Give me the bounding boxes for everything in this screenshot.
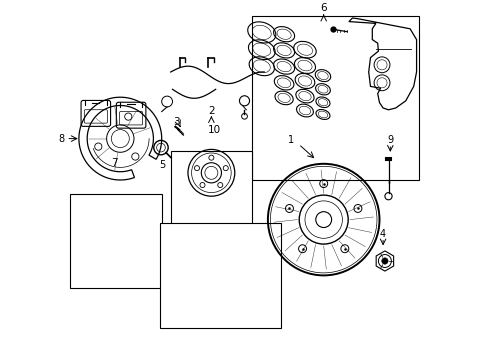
Bar	[160, 223, 280, 328]
Circle shape	[381, 258, 387, 264]
Bar	[170, 151, 251, 245]
Text: 5: 5	[159, 160, 165, 170]
Text: 9: 9	[386, 135, 392, 145]
Bar	[70, 194, 162, 288]
Text: 10: 10	[207, 125, 220, 135]
Text: 2: 2	[207, 105, 214, 116]
Text: 7: 7	[111, 158, 118, 168]
Bar	[251, 16, 418, 180]
Text: 1: 1	[287, 135, 294, 145]
Text: 4: 4	[379, 229, 386, 239]
Text: 3: 3	[172, 117, 179, 127]
Text: 6: 6	[320, 3, 326, 13]
Text: 8: 8	[59, 134, 64, 144]
